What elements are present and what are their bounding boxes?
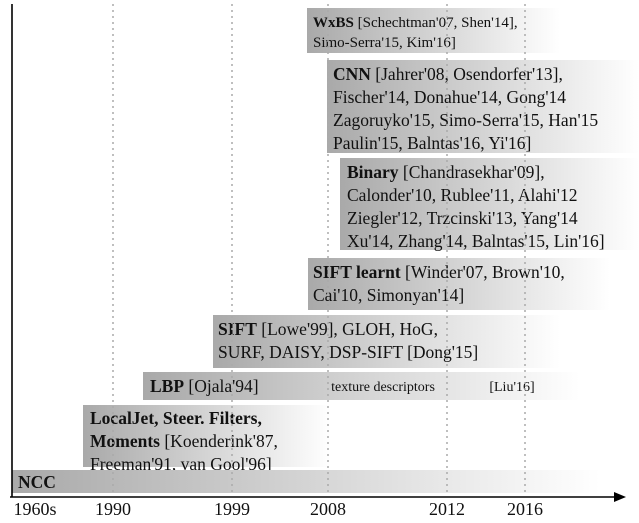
tick-label: 2016 <box>507 499 543 518</box>
box-text: Freeman'91, van Gool'96] <box>90 454 272 474</box>
box-note: texture descriptors <box>331 380 435 395</box>
tick-label: 2012 <box>429 499 465 518</box>
box-text: [Lowe'99], GLOH, HoG, <box>257 319 438 339</box>
box-text: [Jahrer'08, Osendorfer'13], <box>371 64 563 84</box>
box-text: [Winder'07, Brown'10, <box>401 262 565 282</box>
box-line: NCC <box>18 472 56 492</box>
box-line: WxBS [Schechtman'07, Shen'14], <box>313 15 518 31</box>
box-text: Xu'14, Zhang'14, Balntas'15, Lin'16] <box>347 231 605 251</box>
tick-label: 1999 <box>214 499 250 518</box>
box-line: SURF, DAISY, DSP-SIFT [Dong'15] <box>218 342 478 362</box>
box-text: [Koenderink'87, <box>160 431 278 451</box>
boxes: WxBS [Schechtman'07, Shen'14], Simo-Serra… <box>12 8 639 493</box>
box <box>12 470 600 493</box>
axis-arrow <box>614 492 626 502</box>
box-title: LocalJet, Steer. Filters, <box>90 408 262 428</box>
box-line: Moments [Koenderink'87, <box>90 431 278 451</box>
box-text: [Chandrasekhar'09], <box>399 162 545 182</box>
box-text: [Schechtman'07, Shen'14], <box>354 15 518 31</box>
tick-label: 2008 <box>310 499 346 518</box>
box-title: Moments <box>90 431 160 451</box>
box-text: Ziegler'12, Trzcinski'13, Yang'14 <box>347 208 578 228</box>
box-text: Zagoruyko'15, Simo-Serra'15, Han'15 <box>333 110 598 130</box>
tick-label: 1990 <box>95 499 131 518</box>
box <box>327 60 639 153</box>
box-title: LBP <box>150 376 184 396</box>
box <box>307 8 560 53</box>
box-title: CNN <box>333 64 371 84</box>
box-line: Zagoruyko'15, Simo-Serra'15, Han'15 <box>333 110 598 130</box>
box-line: Cai'10, Simonyan'14] <box>313 285 464 305</box>
box-note: [Liu'16] <box>489 380 534 395</box>
box-line: Fischer'14, Donahue'14, Gong'14 <box>333 87 566 107</box>
box <box>83 405 330 467</box>
box <box>340 158 639 250</box>
box-line: Ziegler'12, Trzcinski'13, Yang'14 <box>347 208 578 228</box>
box-line: CNN [Jahrer'08, Osendorfer'13], <box>333 64 563 84</box>
box-text: Cai'10, Simonyan'14] <box>313 285 464 305</box>
box <box>143 372 580 400</box>
box-title: NCC <box>18 472 56 492</box>
box-text: Calonder'10, Rublee'11, Alahi'12 <box>347 185 577 205</box>
box-text: Paulin'15, Balntas'16, Yi'16] <box>333 133 531 153</box>
box-line: SIFT learnt [Winder'07, Brown'10, <box>313 262 565 282</box>
box-line: LBP [Ojala'94] <box>150 376 259 396</box>
box-line: Calonder'10, Rublee'11, Alahi'12 <box>347 185 577 205</box>
box-text: [Ojala'94] <box>184 376 259 396</box>
box-line: Freeman'91, van Gool'96] <box>90 454 272 474</box>
box-title: Binary <box>347 162 399 182</box>
box <box>213 315 560 368</box>
box-text: Fischer'14, Donahue'14, Gong'14 <box>333 87 566 107</box>
tick-label: 1960s <box>13 499 56 518</box>
box-title: WxBS <box>313 15 354 31</box>
box <box>308 258 610 310</box>
box-line: LocalJet, Steer. Filters, <box>90 408 262 428</box>
box-title: SIFT <box>218 319 257 339</box>
box-line: Xu'14, Zhang'14, Balntas'15, Lin'16] <box>347 231 605 251</box>
box-text: Simo-Serra'15, Kim'16] <box>313 35 456 51</box>
ticks: 1960s 1990 1999 2008 2012 2016 <box>13 4 543 519</box>
box-title: SIFT learnt <box>313 262 401 282</box>
box-line: Paulin'15, Balntas'16, Yi'16] <box>333 133 531 153</box>
box-line: Binary [Chandrasekhar'09], <box>347 162 545 182</box>
box-line: SIFT [Lowe'99], GLOH, HoG, <box>218 319 438 339</box>
box-line: Simo-Serra'15, Kim'16] <box>313 35 456 51</box>
box-text: SURF, DAISY, DSP-SIFT [Dong'15] <box>218 342 478 362</box>
